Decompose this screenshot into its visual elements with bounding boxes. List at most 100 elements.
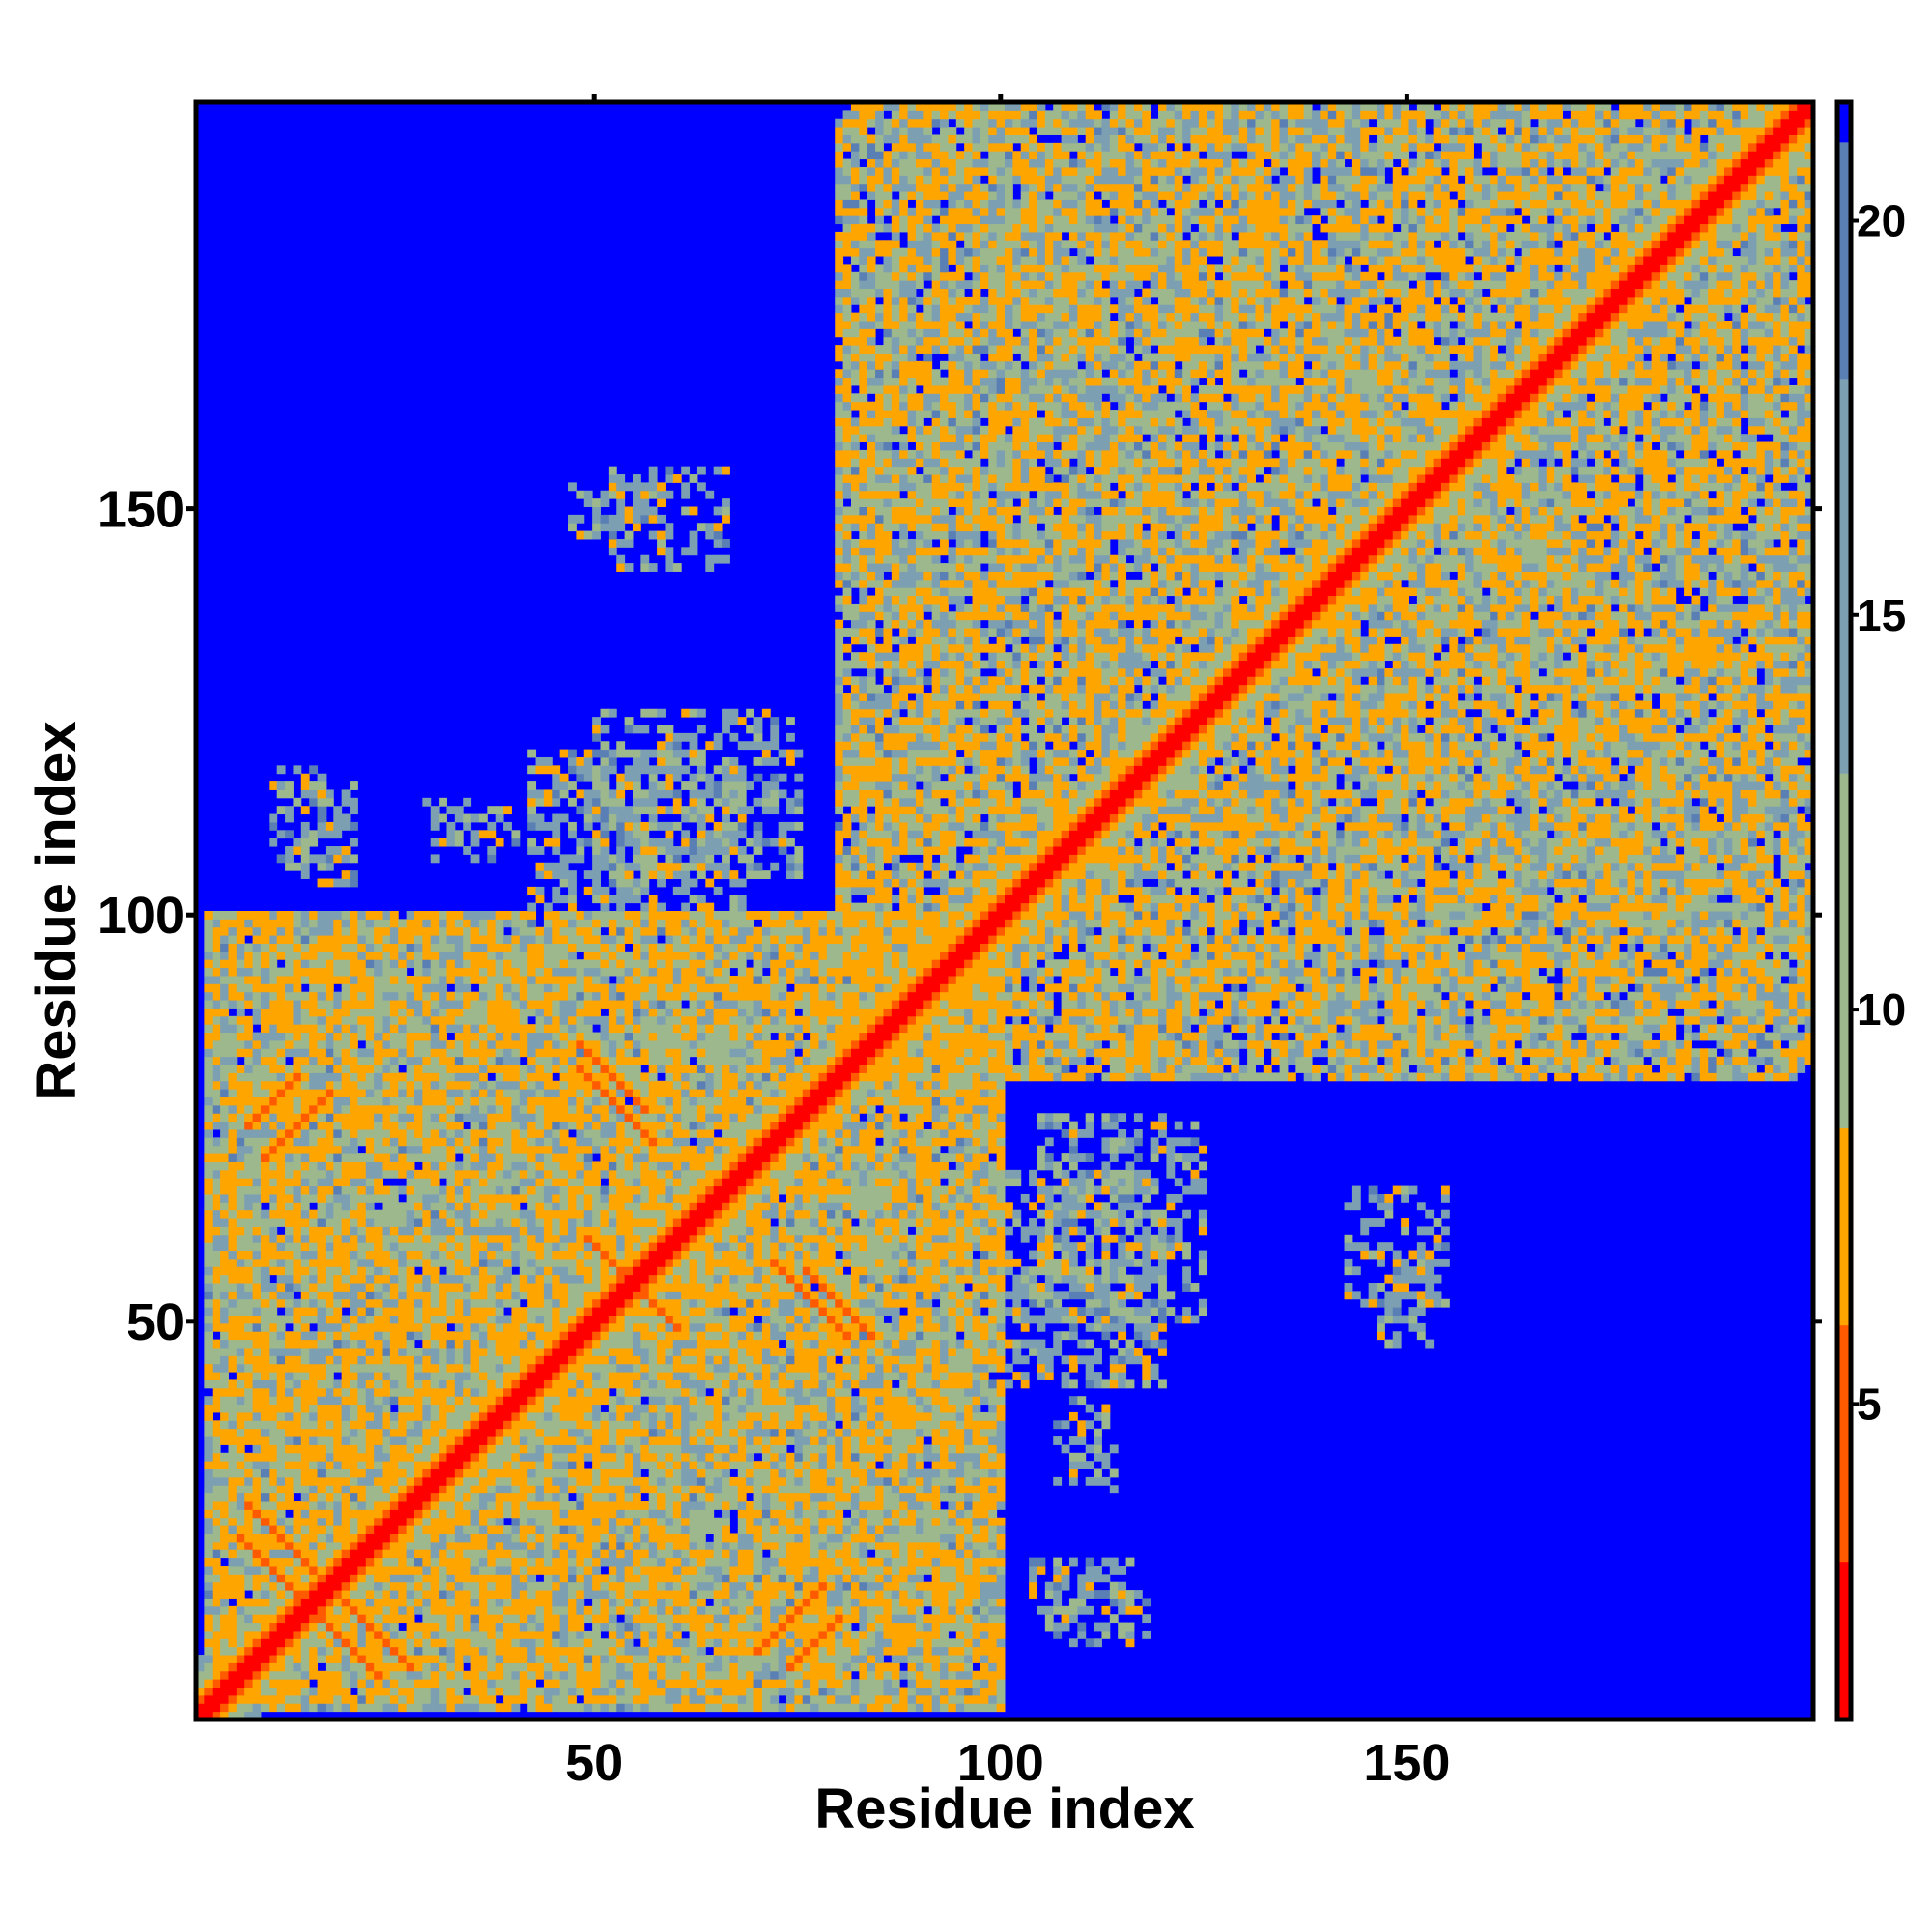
heatmap-cell — [357, 1372, 367, 1389]
heatmap-cell — [446, 1104, 456, 1114]
heatmap-cell — [552, 1404, 561, 1413]
heatmap-cell — [665, 1185, 674, 1203]
heatmap-cell — [478, 830, 488, 839]
heatmap-cell — [350, 1428, 358, 1437]
heatmap-cell — [220, 1121, 229, 1138]
heatmap-cell — [300, 1218, 310, 1227]
heatmap-cell — [503, 1622, 512, 1663]
heatmap-cell — [519, 1525, 528, 1543]
heatmap-cell — [276, 1549, 286, 1559]
heatmap-cell — [761, 1428, 771, 1437]
heatmap-cell — [600, 1096, 610, 1106]
heatmap-cell — [382, 1128, 391, 1138]
heatmap-cell — [374, 1461, 384, 1470]
heatmap-cell — [535, 846, 545, 855]
heatmap-cell — [665, 1655, 674, 1680]
heatmap-cell — [236, 1605, 245, 1615]
heatmap-cell — [568, 1000, 577, 1017]
heatmap-cell — [689, 1452, 698, 1462]
heatmap-cell — [244, 1178, 254, 1187]
heatmap-cell — [713, 975, 723, 984]
heatmap-cell — [746, 854, 755, 864]
heatmap-cell — [535, 1322, 545, 1341]
heatmap-cell — [325, 1056, 334, 1065]
heatmap-cell — [317, 1307, 327, 1332]
heatmap-cell — [576, 1056, 585, 1065]
heatmap-cell — [439, 919, 447, 928]
heatmap-cell — [439, 1234, 447, 1243]
heatmap-cell — [374, 1363, 384, 1373]
heatmap-cell — [300, 1080, 310, 1090]
heatmap-cell — [220, 1234, 229, 1252]
heatmap-cell — [350, 838, 358, 847]
heatmap-cell — [244, 1372, 254, 1389]
heatmap-cell — [552, 1525, 561, 1534]
heatmap-cell — [269, 1104, 278, 1114]
heatmap-cell — [552, 1080, 561, 1090]
heatmap-cell — [543, 1298, 553, 1332]
heatmap-cell — [761, 1557, 771, 1575]
heatmap-cell — [559, 1065, 569, 1073]
heatmap-cell — [568, 911, 577, 920]
heatmap-cell — [624, 1679, 634, 1704]
heatmap-cell — [552, 1468, 561, 1478]
heatmap-cell — [430, 838, 440, 847]
heatmap-cell — [552, 1461, 561, 1470]
heatmap-cell — [689, 878, 698, 888]
heatmap-cell — [713, 1283, 723, 1308]
heatmap-cell — [374, 1549, 384, 1559]
heatmap-cell — [333, 1379, 343, 1389]
heatmap-cell — [543, 983, 553, 993]
heatmap-cell — [495, 1202, 504, 1219]
heatmap-cell — [648, 1169, 658, 1211]
heatmap-cell — [753, 1113, 763, 1130]
heatmap-cell — [753, 1541, 763, 1575]
heatmap-cell — [511, 1209, 521, 1219]
heatmap-cell — [672, 1444, 682, 1462]
heatmap-cell — [300, 1590, 310, 1599]
heatmap-cell — [398, 1581, 408, 1607]
heatmap-cell — [616, 1476, 626, 1486]
heatmap-cell — [608, 797, 617, 807]
heatmap-cell — [568, 1533, 577, 1550]
heatmap-cell — [325, 1662, 334, 1672]
heatmap-cell — [309, 1420, 319, 1430]
heatmap-cell — [269, 1283, 278, 1292]
heatmap-cell — [374, 1274, 384, 1284]
heatmap-cell — [583, 1056, 593, 1073]
heatmap-cell — [624, 1121, 634, 1138]
heatmap-cell — [689, 854, 698, 864]
heatmap-cell — [511, 983, 521, 993]
heatmap-cell — [705, 813, 715, 823]
heatmap-cell — [592, 1185, 601, 1227]
heatmap-cell — [632, 838, 641, 855]
heatmap-cell — [398, 1444, 408, 1462]
heatmap-cell — [746, 1598, 755, 1607]
heatmap-cell — [309, 1622, 319, 1632]
heatmap-cell — [568, 1331, 577, 1356]
heatmap-cell — [422, 1137, 432, 1154]
heatmap-cell — [503, 1533, 512, 1550]
heatmap-cell — [398, 1411, 408, 1437]
heatmap-cell — [592, 1428, 601, 1470]
heatmap-cell — [300, 1322, 310, 1332]
heatmap-cell — [285, 1452, 294, 1462]
heatmap-cell — [260, 1662, 270, 1672]
heatmap-cell — [600, 1339, 610, 1356]
heatmap-cell — [389, 1533, 399, 1543]
heatmap-cell — [600, 724, 610, 734]
heatmap-cell — [389, 1679, 399, 1689]
heatmap-cell — [478, 967, 488, 977]
heatmap-cell — [729, 1372, 739, 1380]
heatmap-cell — [269, 1461, 278, 1470]
heatmap-cell — [616, 773, 626, 782]
heatmap-cell — [600, 895, 610, 904]
heatmap-cell — [746, 1274, 755, 1284]
heatmap-cell — [681, 1485, 691, 1494]
heatmap-cell — [276, 1291, 286, 1300]
heatmap-cell — [285, 781, 294, 799]
heatmap-cell — [592, 838, 601, 855]
heatmap-cell — [276, 1283, 286, 1292]
heatmap-cell — [413, 1218, 423, 1227]
heatmap-cell — [696, 1679, 706, 1689]
